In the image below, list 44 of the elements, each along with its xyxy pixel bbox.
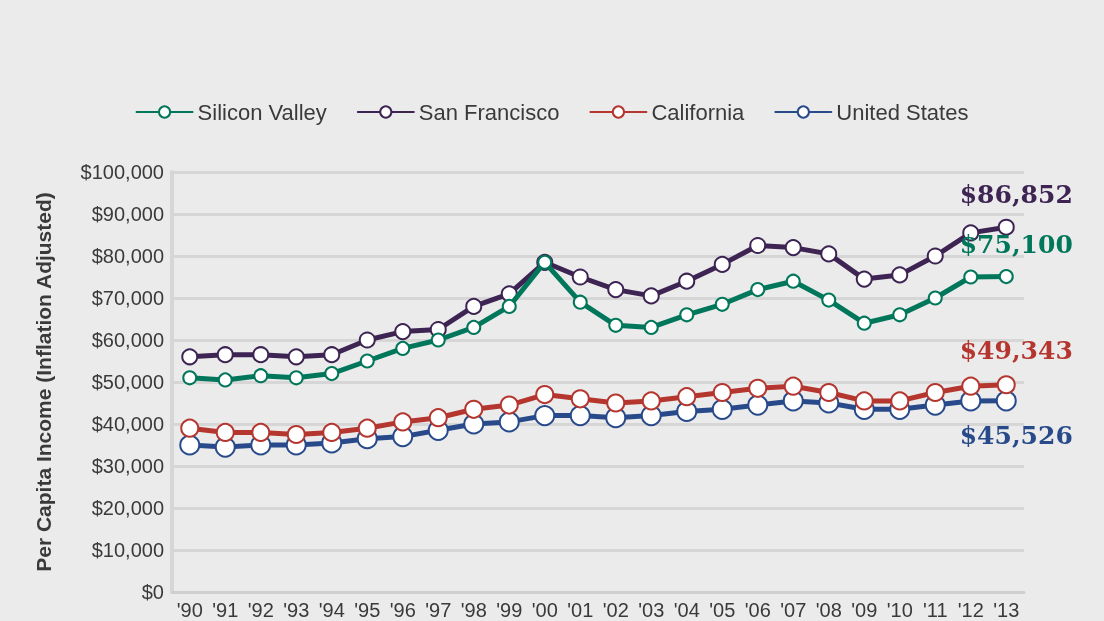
x-tick-label: '00 (531, 599, 558, 621)
legend-label: United States (836, 99, 969, 125)
x-tick-label: '05 (709, 599, 736, 621)
y-tick-label: $20,000 (91, 497, 164, 519)
x-tick-label: '09 (851, 599, 878, 621)
data-label: $45,526 (959, 421, 1073, 451)
x-tick-label: '02 (602, 599, 629, 621)
legend-label: San Francisco (418, 99, 560, 125)
y-tick-label: $90,000 (91, 203, 164, 225)
x-tick-label: '98 (460, 599, 487, 621)
x-tick-label: '95 (354, 599, 381, 621)
data-label: $75,100 (959, 230, 1073, 260)
x-tick-label: '03 (638, 599, 665, 621)
y-tick-label: $70,000 (91, 287, 164, 309)
y-tick-label: $10,000 (91, 539, 164, 561)
x-tick-label: '13 (993, 599, 1020, 621)
x-tick-label: '90 (176, 599, 203, 621)
y-tick-label: $0 (141, 581, 164, 603)
y-tick-label: $30,000 (91, 455, 164, 477)
x-tick-label: '96 (389, 599, 416, 621)
x-tick-label: '06 (744, 599, 771, 621)
data-label: $86,852 (959, 179, 1073, 209)
x-tick-label: '08 (815, 599, 842, 621)
x-tick-label: '04 (673, 599, 700, 621)
x-tick-label: '97 (425, 599, 452, 621)
y-tick-label: $40,000 (91, 413, 164, 435)
y-tick-label: $50,000 (91, 371, 164, 393)
x-tick-label: '11 (922, 599, 948, 621)
x-tick-label: '94 (318, 599, 345, 621)
y-tick-label: $60,000 (91, 329, 164, 351)
x-tick-label: '92 (247, 599, 274, 621)
x-tick-label: '12 (957, 599, 984, 621)
y-tick-label: $80,000 (91, 245, 164, 267)
x-tick-label: '93 (283, 599, 310, 621)
x-tick-label: '99 (496, 599, 523, 621)
legend-label: California (651, 99, 746, 125)
y-axis-title: Per Capita Income (Inflation Adjusted) (32, 192, 55, 572)
x-tick-label: '91 (212, 599, 239, 621)
y-tick-label: $100,000 (80, 161, 164, 183)
legend-label: Silicon Valley (197, 99, 327, 125)
x-tick-label: '10 (886, 599, 913, 621)
data-label: $49,343 (959, 336, 1073, 366)
x-tick-label: '07 (780, 599, 807, 621)
x-tick-label: '01 (567, 599, 594, 621)
